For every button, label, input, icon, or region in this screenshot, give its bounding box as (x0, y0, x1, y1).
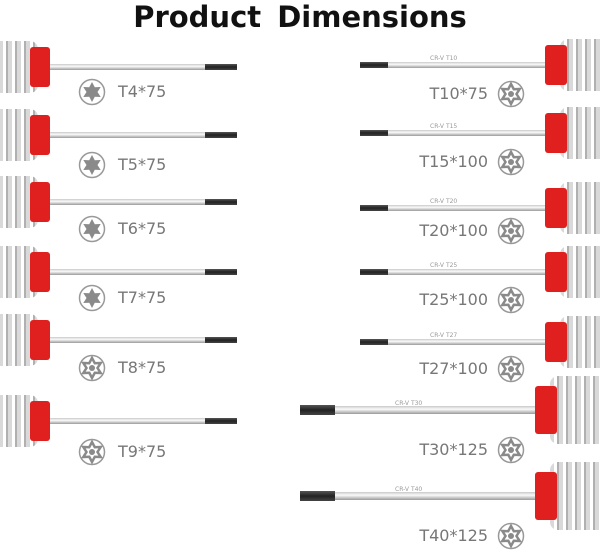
torx-tip (360, 339, 388, 345)
torx-security-icon (497, 217, 525, 245)
screwdriver-handle (550, 462, 600, 530)
handle-red-collar (545, 252, 567, 292)
torx-security-icon (497, 355, 525, 383)
shaft-marking: CR-V T10 (430, 55, 458, 62)
screwdriver-shaft (360, 130, 545, 136)
handle-red-collar (545, 188, 567, 228)
torx-tip (300, 491, 335, 501)
screwdriver-shaft (50, 418, 225, 424)
torx-tip (360, 269, 388, 275)
size-label: T4*75 (118, 82, 167, 101)
shaft-marking: CR-V T20 (430, 198, 458, 205)
handle-red-collar (30, 182, 50, 222)
torx-solid-icon (78, 284, 106, 312)
torx-security-icon (497, 436, 525, 464)
size-label: T9*75 (118, 442, 167, 461)
handle-red-collar (30, 320, 50, 360)
torx-solid-icon (78, 151, 106, 179)
torx-security-icon (497, 148, 525, 176)
screwdriver-shaft (50, 132, 225, 138)
handle-red-collar (30, 47, 50, 87)
handle-red-collar (545, 45, 567, 85)
torx-tip (205, 337, 237, 343)
screwdriver-shaft (360, 62, 545, 68)
torx-tip (360, 62, 388, 68)
torx-security-icon (78, 354, 106, 382)
torx-security-icon (78, 438, 106, 466)
shaft-marking: CR-V T15 (430, 123, 458, 130)
size-label: T8*75 (118, 358, 167, 377)
screwdriver-shaft (50, 269, 225, 275)
page-title: Product Dimensions (133, 0, 467, 34)
size-label: T20*100 (419, 221, 488, 240)
screwdriver-handle (550, 376, 600, 444)
torx-security-icon (497, 80, 525, 108)
screwdriver-shaft (50, 337, 225, 343)
torx-tip (205, 199, 237, 205)
torx-security-icon (497, 286, 525, 314)
handle-red-collar (535, 386, 557, 434)
handle-red-collar (535, 472, 557, 520)
size-label: T6*75 (118, 219, 167, 238)
torx-tip (360, 130, 388, 136)
size-label: T27*100 (419, 359, 488, 378)
handle-red-collar (545, 113, 567, 153)
size-label: T30*125 (419, 440, 488, 459)
screwdriver-shaft (50, 64, 225, 70)
shaft-marking: CR-V T30 (395, 400, 423, 407)
screwdriver-shaft (50, 199, 225, 205)
size-label: T25*100 (419, 290, 488, 309)
size-label: T10*75 (429, 84, 489, 103)
torx-security-icon (497, 522, 525, 550)
handle-red-collar (545, 322, 567, 362)
screwdriver-shaft (300, 406, 535, 414)
torx-tip (205, 418, 237, 424)
screwdriver-shaft (300, 492, 535, 500)
torx-solid-icon (78, 78, 106, 106)
handle-red-collar (30, 401, 50, 441)
screwdriver-shaft (360, 269, 545, 275)
size-label: T15*100 (419, 152, 488, 171)
size-label: T5*75 (118, 155, 167, 174)
torx-tip (205, 269, 237, 275)
torx-solid-icon (78, 215, 106, 243)
torx-tip (205, 132, 237, 138)
torx-tip (205, 64, 237, 70)
torx-tip (360, 205, 388, 211)
handle-red-collar (30, 252, 50, 292)
size-label: T40*125 (419, 526, 488, 545)
screwdriver-shaft (360, 339, 545, 345)
shaft-marking: CR-V T40 (395, 486, 423, 493)
shaft-marking: CR-V T25 (430, 262, 458, 269)
screwdriver-shaft (360, 205, 545, 211)
size-label: T7*75 (118, 288, 167, 307)
handle-red-collar (30, 115, 50, 155)
shaft-marking: CR-V T27 (430, 332, 458, 339)
torx-tip (300, 405, 335, 415)
